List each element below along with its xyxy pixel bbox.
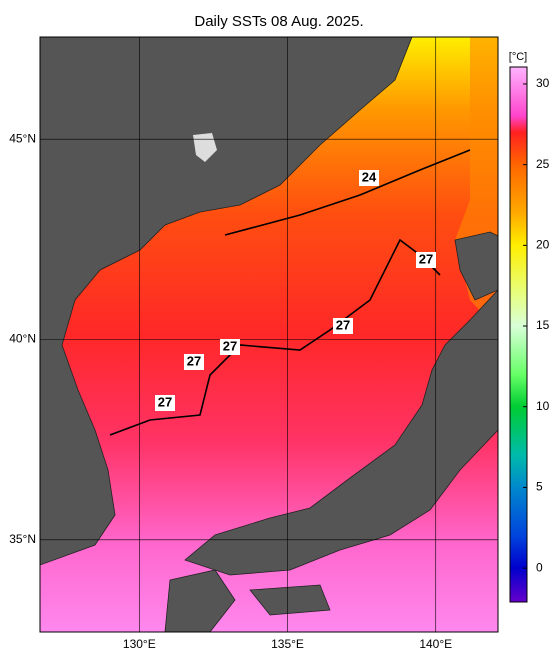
hokkaido	[454, 231, 498, 301]
contour-24	[224, 149, 471, 236]
title: Daily SSTs 08 Aug. 2025.	[194, 13, 363, 30]
label-box	[333, 318, 353, 334]
contour-27	[109, 238, 441, 436]
lon-tick-label: 135°E	[271, 637, 304, 651]
lat-tick-label: 45°N	[9, 131, 36, 145]
colorbar-tick-label: 5	[536, 480, 543, 494]
colorbar-tick-label: 10	[536, 399, 550, 413]
lon-tick-label: 130°E	[123, 637, 156, 651]
lon-tick-label: 140°E	[419, 637, 452, 651]
continent	[40, 37, 413, 566]
label-box	[155, 395, 175, 411]
contour-label: 27	[419, 251, 433, 266]
contour-label: 24	[362, 169, 377, 184]
label-box	[184, 354, 204, 370]
label-box	[359, 170, 379, 186]
map-area	[40, 37, 498, 632]
colorbar-tick-label: 20	[536, 238, 550, 252]
colorbar-tick-label: 30	[536, 76, 550, 90]
contour-label: 27	[158, 394, 172, 409]
map-frame	[39, 36, 499, 633]
contour-label: 27	[187, 353, 201, 368]
colorbar	[509, 66, 528, 603]
colorbar-tick-label: 15	[536, 318, 550, 332]
contour-label: 27	[336, 317, 350, 332]
contour-labels: 24 27 27 27 27 27	[155, 169, 436, 411]
graticule	[40, 37, 498, 632]
colorbar-tick-label: 0	[536, 560, 543, 574]
contour-label: 27	[223, 338, 237, 353]
label-box	[220, 339, 240, 355]
label-box	[416, 252, 436, 268]
kyushu	[164, 569, 236, 632]
lat-tick-label: 40°N	[9, 332, 36, 346]
shikoku	[249, 584, 331, 616]
lat-tick-label: 35°N	[9, 532, 36, 546]
colorbar-tick-label: 25	[536, 157, 550, 171]
honshu	[184, 289, 498, 576]
colorbar-unit: [°C]	[509, 51, 527, 63]
lake	[193, 133, 217, 162]
